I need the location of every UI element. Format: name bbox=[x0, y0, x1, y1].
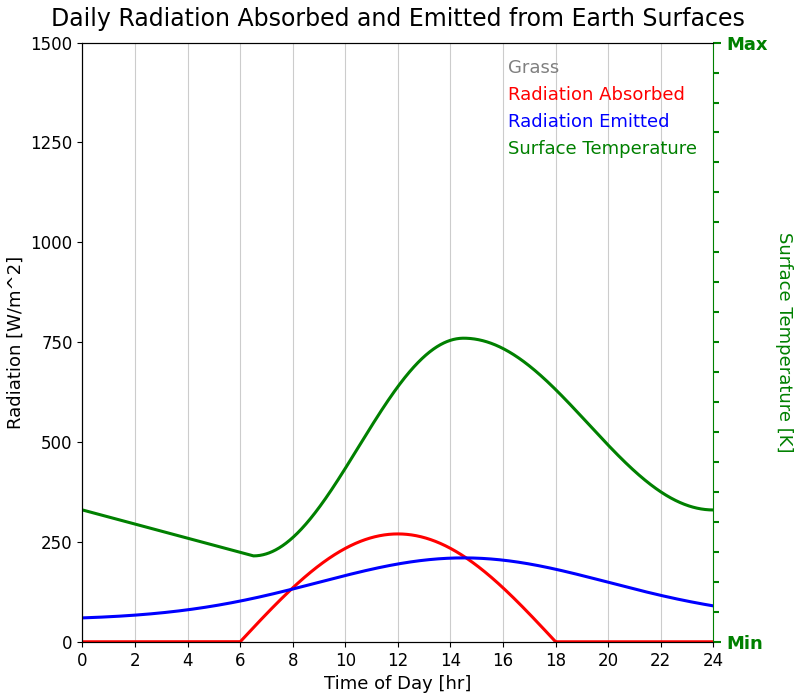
Surface Temperature bbox=[459, 334, 469, 342]
Radiation Emitted bbox=[110, 612, 119, 621]
Title: Daily Radiation Absorbed and Emitted from Earth Surfaces: Daily Radiation Absorbed and Emitted fro… bbox=[51, 7, 745, 31]
Y-axis label: Surface Temperature [K]: Surface Temperature [K] bbox=[775, 232, 793, 452]
Surface Temperature bbox=[385, 394, 394, 402]
Radiation Emitted bbox=[368, 565, 378, 573]
Radiation Emitted bbox=[690, 598, 700, 607]
Radiation Emitted bbox=[78, 614, 87, 622]
Radiation Absorbed bbox=[574, 638, 584, 646]
Surface Temperature bbox=[709, 506, 718, 514]
Radiation Emitted bbox=[459, 554, 469, 562]
X-axis label: Time of Day [hr]: Time of Day [hr] bbox=[324, 675, 472, 693]
Surface Temperature bbox=[249, 552, 258, 560]
Radiation Absorbed bbox=[690, 638, 700, 646]
Radiation Absorbed bbox=[385, 530, 394, 538]
Radiation Emitted bbox=[574, 570, 584, 579]
Radiation Emitted bbox=[690, 598, 700, 607]
Surface Temperature bbox=[690, 503, 700, 512]
Line: Radiation Absorbed: Radiation Absorbed bbox=[82, 534, 714, 642]
Radiation Absorbed bbox=[709, 638, 718, 646]
Legend: Grass, Radiation Absorbed, Radiation Emitted, Surface Temperature: Grass, Radiation Absorbed, Radiation Emi… bbox=[501, 52, 704, 165]
Line: Radiation Emitted: Radiation Emitted bbox=[82, 558, 714, 618]
Surface Temperature bbox=[368, 420, 378, 428]
Surface Temperature bbox=[575, 411, 585, 419]
Radiation Absorbed bbox=[78, 638, 87, 646]
Surface Temperature bbox=[691, 503, 701, 512]
Radiation Emitted bbox=[709, 602, 718, 610]
Radiation Absorbed bbox=[690, 638, 700, 646]
Radiation Absorbed bbox=[368, 533, 378, 542]
Radiation Emitted bbox=[385, 561, 394, 570]
Line: Surface Temperature: Surface Temperature bbox=[82, 338, 714, 556]
Surface Temperature bbox=[78, 506, 87, 514]
Radiation Absorbed bbox=[393, 530, 402, 538]
Y-axis label: Radiation [W/m^2]: Radiation [W/m^2] bbox=[7, 256, 25, 429]
Radiation Absorbed bbox=[110, 638, 119, 646]
Surface Temperature bbox=[110, 514, 119, 523]
